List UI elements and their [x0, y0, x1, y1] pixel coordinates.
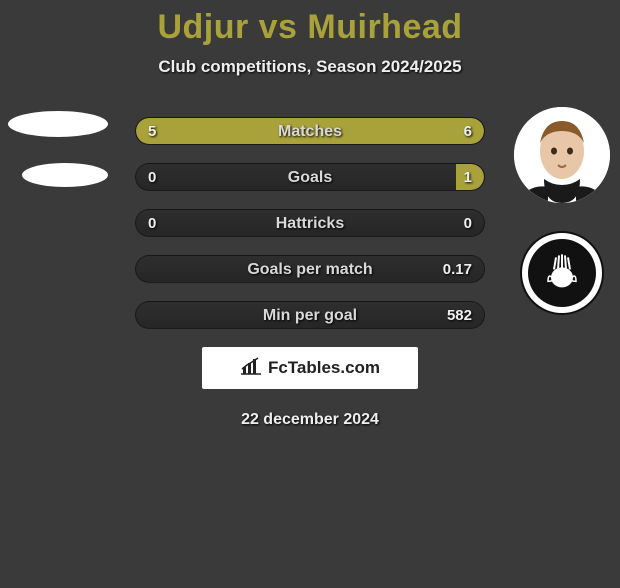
stat-value-left: 0: [148, 164, 156, 191]
right-player-column: [512, 107, 612, 315]
stat-value-left: 5: [148, 118, 156, 145]
right-player-club-badge: [520, 231, 604, 315]
thistle-icon: [544, 251, 580, 291]
stat-rows: Matches56Goals01Hattricks00Goals per mat…: [135, 117, 485, 329]
left-player-avatar-placeholder: [8, 111, 108, 137]
stats-area: Matches56Goals01Hattricks00Goals per mat…: [0, 117, 620, 329]
stat-row: Min per goal582: [135, 301, 485, 329]
brand-text: FcTables.com: [268, 358, 380, 378]
stat-row: Goals per match0.17: [135, 255, 485, 283]
stat-value-right: 0: [464, 210, 472, 237]
chart-bars-icon: [240, 357, 262, 380]
subtitle: Club competitions, Season 2024/2025: [0, 57, 620, 77]
stat-label: Matches: [136, 118, 484, 145]
player-face-icon: [514, 107, 610, 203]
page-title: Udjur vs Muirhead: [0, 8, 620, 47]
stat-label: Min per goal: [136, 302, 484, 329]
stat-row: Hattricks0 0: [135, 209, 485, 237]
left-player-club-placeholder: [22, 163, 108, 187]
footer-date: 22 december 2024: [0, 411, 620, 429]
stat-value-left: 0: [148, 210, 156, 237]
brand-logo: FcTables.com: [202, 347, 418, 389]
stat-label: Hattricks: [136, 210, 484, 237]
comparison-card: Udjur vs Muirhead Club competitions, Sea…: [0, 8, 620, 429]
stat-label: Goals: [136, 164, 484, 191]
left-player-column: [8, 107, 108, 187]
title-text: Udjur vs Muirhead: [157, 8, 462, 46]
stat-value-right: 6: [464, 118, 472, 145]
stat-row: Goals0 1: [135, 163, 485, 191]
stat-value-right: 1: [464, 164, 472, 191]
stat-row: Matches5 6: [135, 117, 485, 145]
right-player-avatar: [514, 107, 610, 203]
stat-label: Goals per match: [136, 256, 484, 283]
stat-value-right: 582: [447, 302, 472, 329]
stat-value-right: 0.17: [443, 256, 472, 283]
